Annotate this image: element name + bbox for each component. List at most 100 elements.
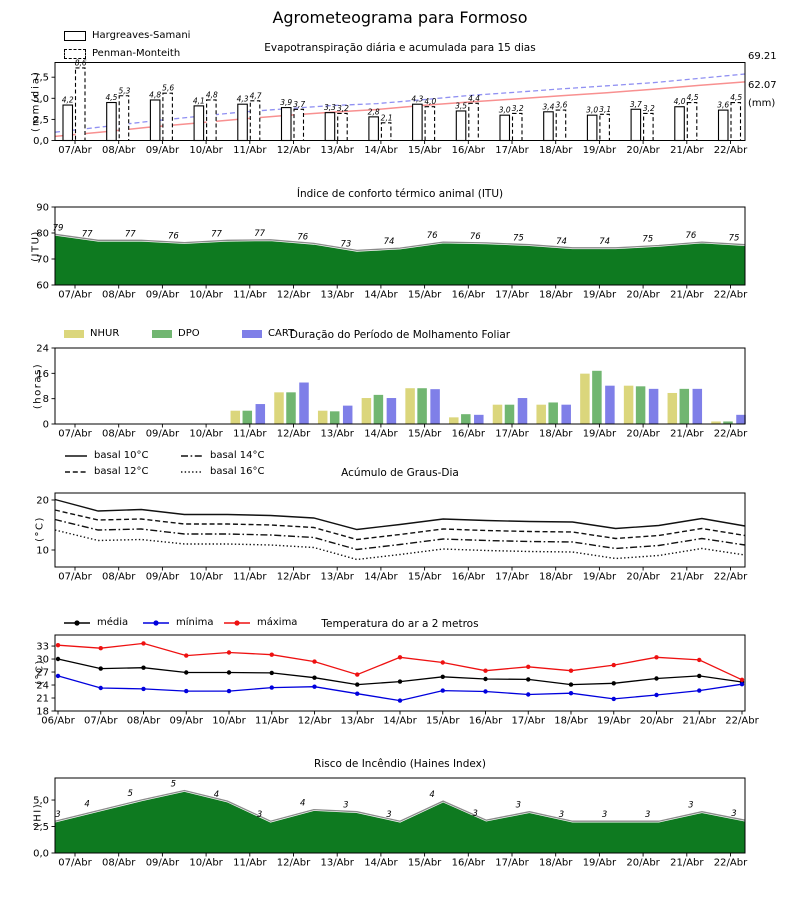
x-tick-label: 18/Abr — [539, 145, 573, 156]
x-tick-label: 09/Abr — [146, 429, 180, 440]
temp-marker — [397, 679, 403, 684]
x-tick-label: 17/Abr — [495, 429, 529, 440]
point-value-label: 4 — [84, 800, 89, 810]
legend-label: basal 12°C — [94, 466, 149, 477]
x-tick-label: 21/Abr — [670, 145, 704, 156]
legend-media: média — [63, 617, 128, 628]
x-tick-label: 20/Abr — [626, 858, 660, 869]
line-dot-sample-black-icon — [64, 619, 90, 626]
bar-cart — [474, 414, 484, 424]
temp-marker — [184, 688, 189, 694]
line-dot-sample-red-icon — [224, 619, 250, 626]
bar-value-label: 5,3 — [118, 86, 130, 95]
point-value-label: 3 — [473, 809, 478, 819]
temp-marker — [483, 689, 488, 694]
x-tick-label: 12/Abr — [277, 858, 311, 869]
temp-marker — [568, 691, 574, 696]
point-value-label: 3 — [343, 801, 348, 811]
legend-basal12: basal 12°C — [64, 466, 148, 477]
point-value-label: 79 — [53, 223, 64, 233]
point-value-label: 3 — [516, 801, 521, 811]
bar-hargreaves — [543, 111, 554, 142]
ylabel-graus-dia: (°C) — [34, 516, 46, 542]
temp-marker — [98, 685, 103, 691]
x-tick-label: 21/Abr — [670, 429, 704, 440]
point-value-label: 4 — [214, 790, 219, 800]
x-tick-label: 11/Abr — [255, 716, 289, 727]
x-tick-label: 19/Abr — [583, 858, 617, 869]
bar-penman — [249, 100, 261, 142]
x-tick-label: 08/Abr — [102, 429, 136, 440]
line-dashdot — [54, 518, 746, 551]
y-tick-label: 60 — [36, 281, 49, 292]
point-value-label: 3 — [645, 810, 650, 820]
x-tick-label: 14/Abr — [364, 429, 398, 440]
legend-label: CART — [268, 328, 295, 339]
y-tick-label: 21 — [36, 694, 49, 705]
nhur-swatch-icon — [64, 329, 84, 338]
y-tick-label: 33 — [36, 642, 49, 653]
line-sample-dotted-icon — [181, 470, 203, 473]
bar-dpo — [548, 402, 558, 424]
x-tick-label: 09/Abr — [146, 290, 180, 301]
temp-marker — [611, 681, 616, 686]
legend-dpo: DPO — [152, 328, 200, 339]
x-tick-label: 15/Abr — [408, 290, 442, 301]
x-tick-label: 15/Abr — [408, 145, 442, 156]
line-dashed — [54, 509, 746, 541]
line-solid — [54, 498, 746, 531]
panel-title-temperatura: Temperatura do ar a 2 metros — [321, 618, 479, 630]
bar-dpo — [635, 386, 646, 424]
temp-line-máxima — [57, 642, 743, 681]
bar-cart — [648, 388, 659, 424]
bar-hargreaves — [280, 107, 292, 142]
temp-marker — [697, 673, 702, 679]
x-tick-label: 07/Abr — [84, 716, 118, 727]
bar-value-label: 4,0 — [674, 97, 686, 106]
point-value-label: 74 — [599, 237, 610, 247]
x-tick-label: 09/Abr — [170, 716, 204, 727]
x-tick-label: 19/Abr — [583, 290, 617, 301]
bar-value-label: 4,2 — [62, 96, 74, 105]
cart-swatch-icon — [242, 329, 262, 338]
legend-basal14: basal 14°C — [180, 450, 264, 461]
bar-value-label: 4,1 — [193, 96, 205, 105]
y-tick-label: 5,0 — [33, 94, 49, 105]
bar-cart — [736, 414, 746, 424]
legend-label: mínima — [176, 617, 214, 628]
bar-penman — [555, 109, 567, 142]
legend-label: média — [97, 617, 129, 628]
bar-hargreaves — [62, 104, 74, 142]
bar-hargreaves — [455, 110, 467, 142]
x-tick-label: 13/Abr — [320, 429, 354, 440]
point-value-label: 77 — [82, 229, 93, 239]
temp-marker — [611, 662, 616, 668]
axes-box — [54, 634, 746, 712]
bar-value-label: 4,5 — [687, 93, 699, 102]
temp-marker — [739, 677, 745, 682]
x-tick-label: 10/Abr — [212, 716, 246, 727]
bar-value-label: 3,3 — [324, 103, 336, 112]
bar-value-label: 4,5 — [730, 93, 742, 102]
x-tick-label: 22/Abr — [714, 429, 748, 440]
temp-marker — [226, 670, 232, 675]
bar-cart — [386, 398, 397, 424]
axes-box — [54, 347, 746, 425]
bar-value-label: 3,2 — [337, 104, 349, 113]
bar-cart — [342, 405, 353, 424]
temp-marker — [697, 657, 702, 663]
bar-dpo — [329, 411, 340, 424]
y-tick-label: 2,5 — [33, 822, 49, 833]
x-tick-label: 19/Abr — [583, 429, 617, 440]
x-tick-label: 18/Abr — [539, 858, 573, 869]
temp-marker — [55, 656, 61, 662]
ylabel-itu: (ITU) — [30, 230, 42, 262]
point-value-label: 75 — [642, 234, 653, 244]
temp-marker — [141, 665, 146, 670]
point-value-label: 3 — [602, 810, 607, 820]
temp-marker — [611, 696, 616, 702]
point-value-label: 76 — [685, 231, 696, 241]
x-tick-label: 08/Abr — [127, 716, 161, 727]
point-value-label: 77 — [254, 229, 265, 239]
bar-value-label: 3,2 — [512, 104, 524, 113]
